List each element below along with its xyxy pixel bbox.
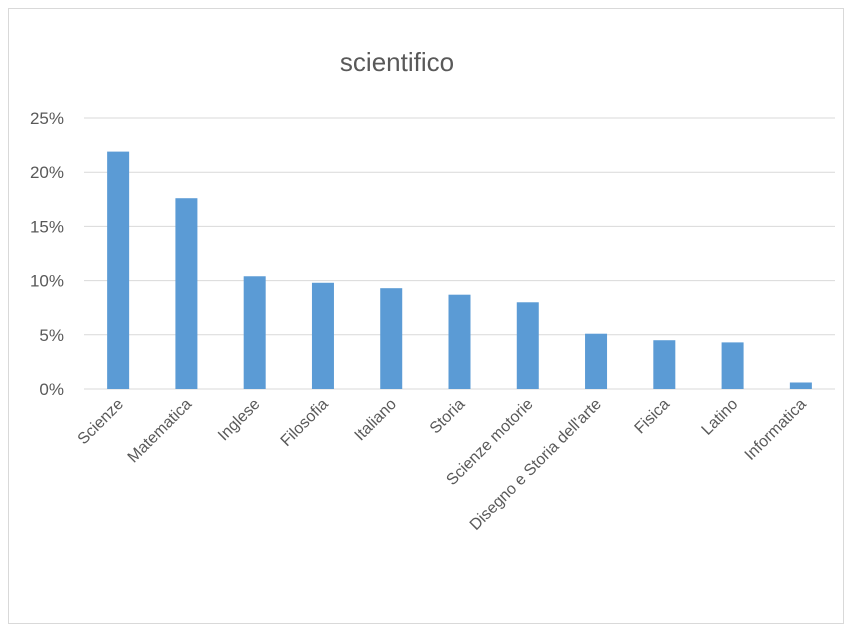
bars: [107, 151, 812, 389]
y-tick-label: 0%: [39, 380, 64, 399]
bar-9: [653, 340, 676, 389]
y-tick-label: 20%: [30, 163, 64, 182]
y-axis-tick-labels: 0% 5% 10% 15% 20% 25%: [30, 109, 64, 399]
gridlines: [84, 117, 835, 390]
y-tick-label: 25%: [30, 109, 64, 128]
bar-4: [311, 282, 334, 389]
bar-1: [107, 151, 130, 389]
bar-chart: scientifico 0% 5% 10% 15% 20% 25% ScienzeMate…: [30, 47, 835, 534]
x-category-label: Filosofia: [278, 396, 332, 450]
x-category-label: Latino: [699, 396, 742, 439]
x-category-label: Informatica: [742, 396, 810, 464]
bar-10: [721, 342, 744, 389]
x-category-label: Inglese: [215, 396, 264, 445]
bar-3: [243, 276, 266, 389]
bar-7: [516, 302, 539, 389]
x-category-label: Scienze: [75, 396, 127, 448]
x-category-label: Italiano: [352, 396, 401, 445]
y-tick-label: 15%: [30, 217, 64, 236]
x-category-label: Matematica: [125, 396, 196, 467]
chart-frame: scientifico 0% 5% 10% 15% 20% 25% Scienze Mate…: [8, 8, 844, 624]
bar-2: [175, 198, 198, 389]
y-tick-label: 5%: [39, 326, 64, 345]
bar-11: [789, 382, 812, 389]
y-tick-label: 10%: [30, 272, 64, 291]
x-category-label: Fisica: [632, 396, 674, 438]
bar-5: [380, 288, 403, 389]
bar-8: [585, 333, 608, 389]
chart-title: scientifico: [340, 47, 454, 77]
x-category-label: Disegno e Storia dell'arte: [467, 396, 605, 534]
x-category-label: Storia: [427, 396, 469, 438]
bar-6: [448, 294, 471, 389]
